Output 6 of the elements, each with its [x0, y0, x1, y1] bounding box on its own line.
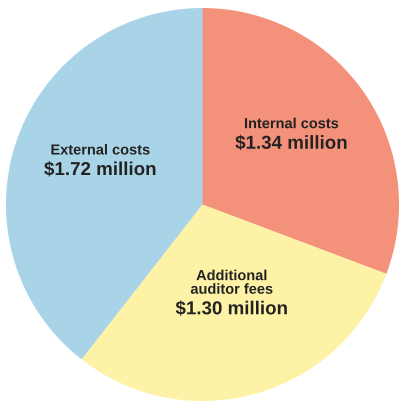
slice-label: Additional auditor fees: [190, 270, 272, 294]
slice-label: Internal costs: [244, 118, 338, 128]
slice-label: External costs: [51, 144, 150, 155]
data-label: $1.30 million: [176, 300, 287, 316]
data-label: $1.72 million: [44, 161, 156, 176]
data-label: $1.34 million: [235, 134, 347, 150]
